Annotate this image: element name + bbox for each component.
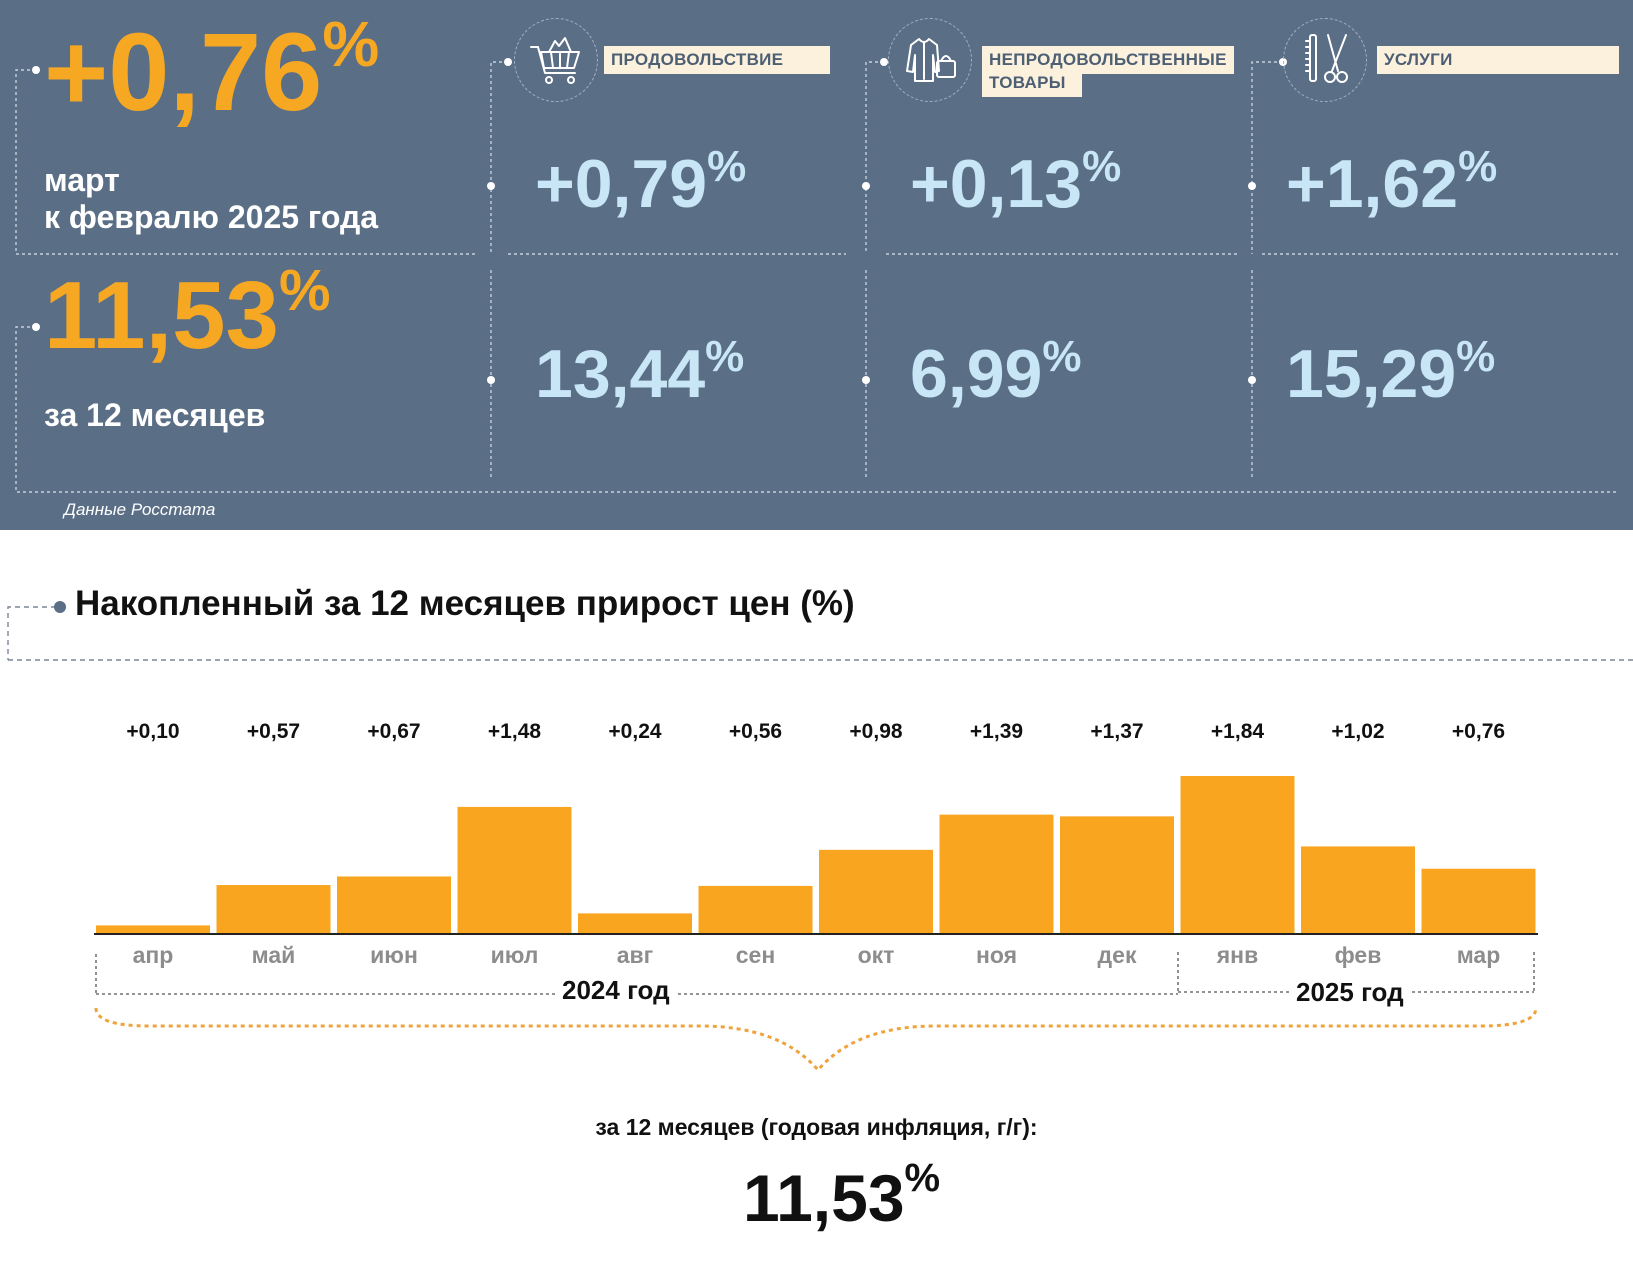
- services-monthly-percent-sign: %: [1458, 142, 1498, 191]
- bar-окт: [819, 849, 933, 934]
- category-tag-nonfood-line2-box: ТОВАРЫ: [982, 69, 1082, 98]
- bar-value-label-июн: +0,67: [367, 720, 421, 743]
- month-tick-label-июл: июл: [490, 942, 539, 968]
- services-monthly-value: +1,62%: [1286, 142, 1498, 222]
- source-note: Данные Росстата: [64, 500, 216, 519]
- bar-июн: [337, 876, 451, 934]
- monthly-period-line2: к февралю 2025 года: [44, 199, 379, 235]
- shopping-cart-icon: [514, 18, 598, 102]
- month-tick-label-ноя: ноя: [975, 942, 1018, 968]
- month-tick-label-окт: окт: [857, 942, 895, 968]
- bar-value-label-ноя: +1,39: [969, 720, 1024, 743]
- category-tag-food: ПРОДОВОЛЬСТВИЕ: [604, 46, 830, 75]
- bar-сен: [698, 885, 813, 934]
- food-monthly-value: +0,79%: [535, 142, 747, 222]
- bar-фев: [1301, 846, 1415, 934]
- bar-value-label-авг: +0,24: [608, 720, 662, 743]
- bar-ноя: [939, 814, 1054, 934]
- bar-май: [216, 885, 331, 934]
- bar-value-label-май: +0,57: [246, 720, 301, 743]
- bar-авг: [578, 913, 692, 934]
- month-tick-label-авг: авг: [616, 942, 654, 968]
- summary-panel: [0, 0, 1633, 530]
- food-annual-percent-sign: %: [705, 332, 745, 381]
- panel-dotted-frame: [15, 58, 1618, 493]
- annual-inflation-value: 11,53%: [44, 258, 331, 369]
- bar-value-label-дек: +1,37: [1090, 720, 1144, 743]
- comb-scissors-icon: [1283, 18, 1367, 102]
- bar-value-label-апр: +0,10: [126, 720, 180, 743]
- annual-inflation-total-percent-sign: %: [904, 1156, 941, 1200]
- monthly-period-line1: март: [44, 162, 120, 198]
- bar-value-label-сен: +0,56: [728, 720, 783, 743]
- bar-chart: [94, 776, 1538, 1073]
- monthly-inflation-value: +0,76%: [44, 8, 380, 134]
- monthly-percent-sign: %: [322, 8, 380, 80]
- services-annual-value: 15,29%: [1286, 332, 1496, 412]
- month-tick-label-май: май: [251, 942, 296, 968]
- month-tick-label-июн: июн: [370, 942, 418, 968]
- bar-value-label-июл: +1,48: [487, 720, 542, 743]
- food-monthly-percent-sign: %: [707, 142, 747, 191]
- year-label-2024: 2024 год: [556, 975, 676, 1006]
- clothes-bag-icon: [888, 18, 972, 102]
- category-tag-food-line1: ПРОДОВОЛЬСТВИЕ: [611, 50, 784, 69]
- annual-inflation-total: 11,53%: [743, 1156, 941, 1235]
- food-annual-value: 13,44%: [535, 332, 745, 412]
- category-tag-services-line1: УСЛУГИ: [1384, 50, 1453, 69]
- bar-value-label-мар: +0,76: [1451, 720, 1506, 743]
- bars-layer: [96, 776, 1536, 934]
- month-tick-label-фев: фев: [1334, 942, 1382, 968]
- chart-title: Накопленный за 12 месяцев прирост цен (%…: [75, 584, 855, 623]
- year-label-2025: 2025 год: [1290, 977, 1410, 1008]
- category-tag-nonfood-line2: ТОВАРЫ: [989, 73, 1066, 92]
- category-tag-services: УСЛУГИ: [1377, 46, 1619, 75]
- bar-янв: [1180, 776, 1295, 934]
- bar-апр: [96, 925, 210, 934]
- month-tick-label-янв: янв: [1216, 942, 1259, 968]
- annual-percent-sign: %: [278, 258, 331, 323]
- bar-value-label-окт: +0,98: [849, 720, 903, 743]
- month-tick-label-апр: апр: [132, 942, 174, 968]
- annual-inflation-caption: за 12 месяцев (годовая инфляция, г/г):: [595, 1114, 1038, 1140]
- orange-brace: [94, 1007, 1538, 1073]
- nonfood-annual-percent-sign: %: [1042, 332, 1082, 381]
- chart-title-frame: [7, 601, 1633, 661]
- services-annual-percent-sign: %: [1456, 332, 1496, 381]
- month-tick-label-сен: сен: [735, 942, 776, 968]
- bar-мар: [1421, 868, 1536, 934]
- chart-labels-layer: +0,10 апр +0,57 май +0,67 июн +1,48 июл +0,24 авг…: [0, 690, 1633, 990]
- nonfood-monthly-percent-sign: %: [1082, 142, 1122, 191]
- annual-period-label: за 12 месяцев: [44, 397, 266, 433]
- nonfood-monthly-value: +0,13%: [910, 142, 1122, 222]
- bar-value-label-янв: +1,84: [1210, 720, 1265, 743]
- nonfood-annual-value: 6,99%: [910, 332, 1082, 412]
- bar-дек: [1060, 816, 1174, 934]
- month-tick-label-мар: мар: [1456, 942, 1501, 968]
- bar-value-label-фев: +1,02: [1331, 720, 1385, 743]
- month-tick-label-дек: дек: [1097, 942, 1137, 968]
- bar-июл: [457, 806, 572, 934]
- category-tag-nonfood-line1: НЕПРОДОВОЛЬСТВЕННЫЕ: [989, 50, 1227, 69]
